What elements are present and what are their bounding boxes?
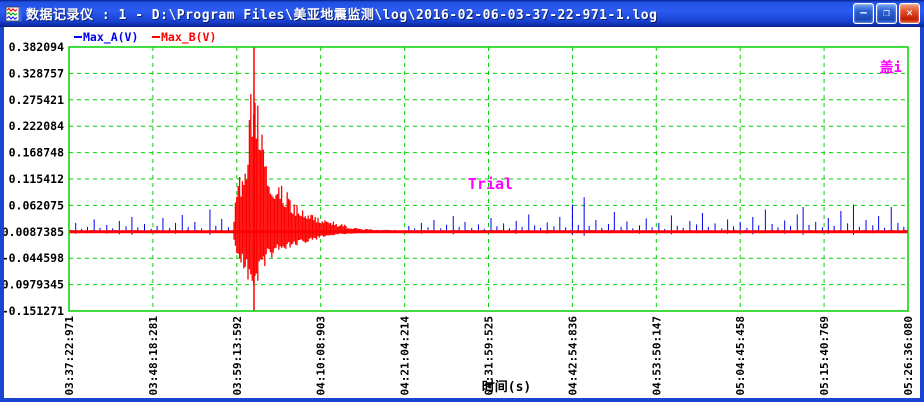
x-tick-label: 05:26:36:080 xyxy=(902,316,915,395)
y-tick-label: 0.0087385 xyxy=(4,225,64,239)
y-tick-label: 0.382094 xyxy=(9,40,64,54)
x-tick-label: 04:21:04:214 xyxy=(399,316,412,396)
trial-watermark: Trial xyxy=(468,175,513,193)
close-button[interactable]: ✕ xyxy=(899,3,920,24)
x-tick-label: 03:59:13:592 xyxy=(231,316,244,395)
x-axis-title: 时间(s) xyxy=(482,379,531,395)
title-bar[interactable]: 数据记录仪 : 1 - D:\Program Files\美亚地震监测\log\… xyxy=(0,0,924,27)
legend-label: Max_B(V) xyxy=(161,30,216,45)
y-tick-label: -0.151271 xyxy=(4,304,64,318)
corner-watermark: 盖i xyxy=(880,59,902,76)
x-tick-label: 03:37:22:971 xyxy=(63,316,76,396)
maximize-button[interactable]: ❐ xyxy=(876,3,897,24)
y-tick-label: 0.168748 xyxy=(9,146,64,160)
y-tick-label: 0.115412 xyxy=(9,172,64,186)
y-tick-label: 0.328757 xyxy=(9,66,64,80)
x-tick-label: 04:53:50:147 xyxy=(650,316,663,395)
x-tick-label: 05:15:40:769 xyxy=(818,316,831,395)
plot-border xyxy=(68,46,909,312)
window-title: 数据记录仪 : 1 - D:\Program Files\美亚地震监测\log\… xyxy=(26,8,658,23)
x-tick-label: 05:04:45:458 xyxy=(734,316,747,395)
chart-client-area: 0.382094 0.328757 0.275421 0.222084 0.168748… xyxy=(0,27,920,398)
max-b-burst xyxy=(231,94,463,284)
y-tick-label: 0.275421 xyxy=(9,93,64,107)
x-tick-label: 04:42:54:836 xyxy=(566,316,579,396)
waveform-app-icon xyxy=(5,5,22,22)
x-tick-label: 04:31:59:525 xyxy=(483,316,496,395)
y-tick-label: -0.044598 xyxy=(4,251,64,265)
y-tick-label: 0.222084 xyxy=(9,119,64,133)
x-tick-label: 04:10:08:903 xyxy=(315,316,328,395)
seismograph-chart: 0.382094 0.328757 0.275421 0.222084 0.168748… xyxy=(0,30,915,396)
legend-label: Max_A(V) xyxy=(83,30,138,45)
x-tick-label: 03:48:18:281 xyxy=(147,316,160,396)
y-tick-label: -0.0979345 xyxy=(4,278,64,292)
minimize-button[interactable]: – xyxy=(853,3,874,24)
y-tick-label: 0.062075 xyxy=(9,198,64,212)
